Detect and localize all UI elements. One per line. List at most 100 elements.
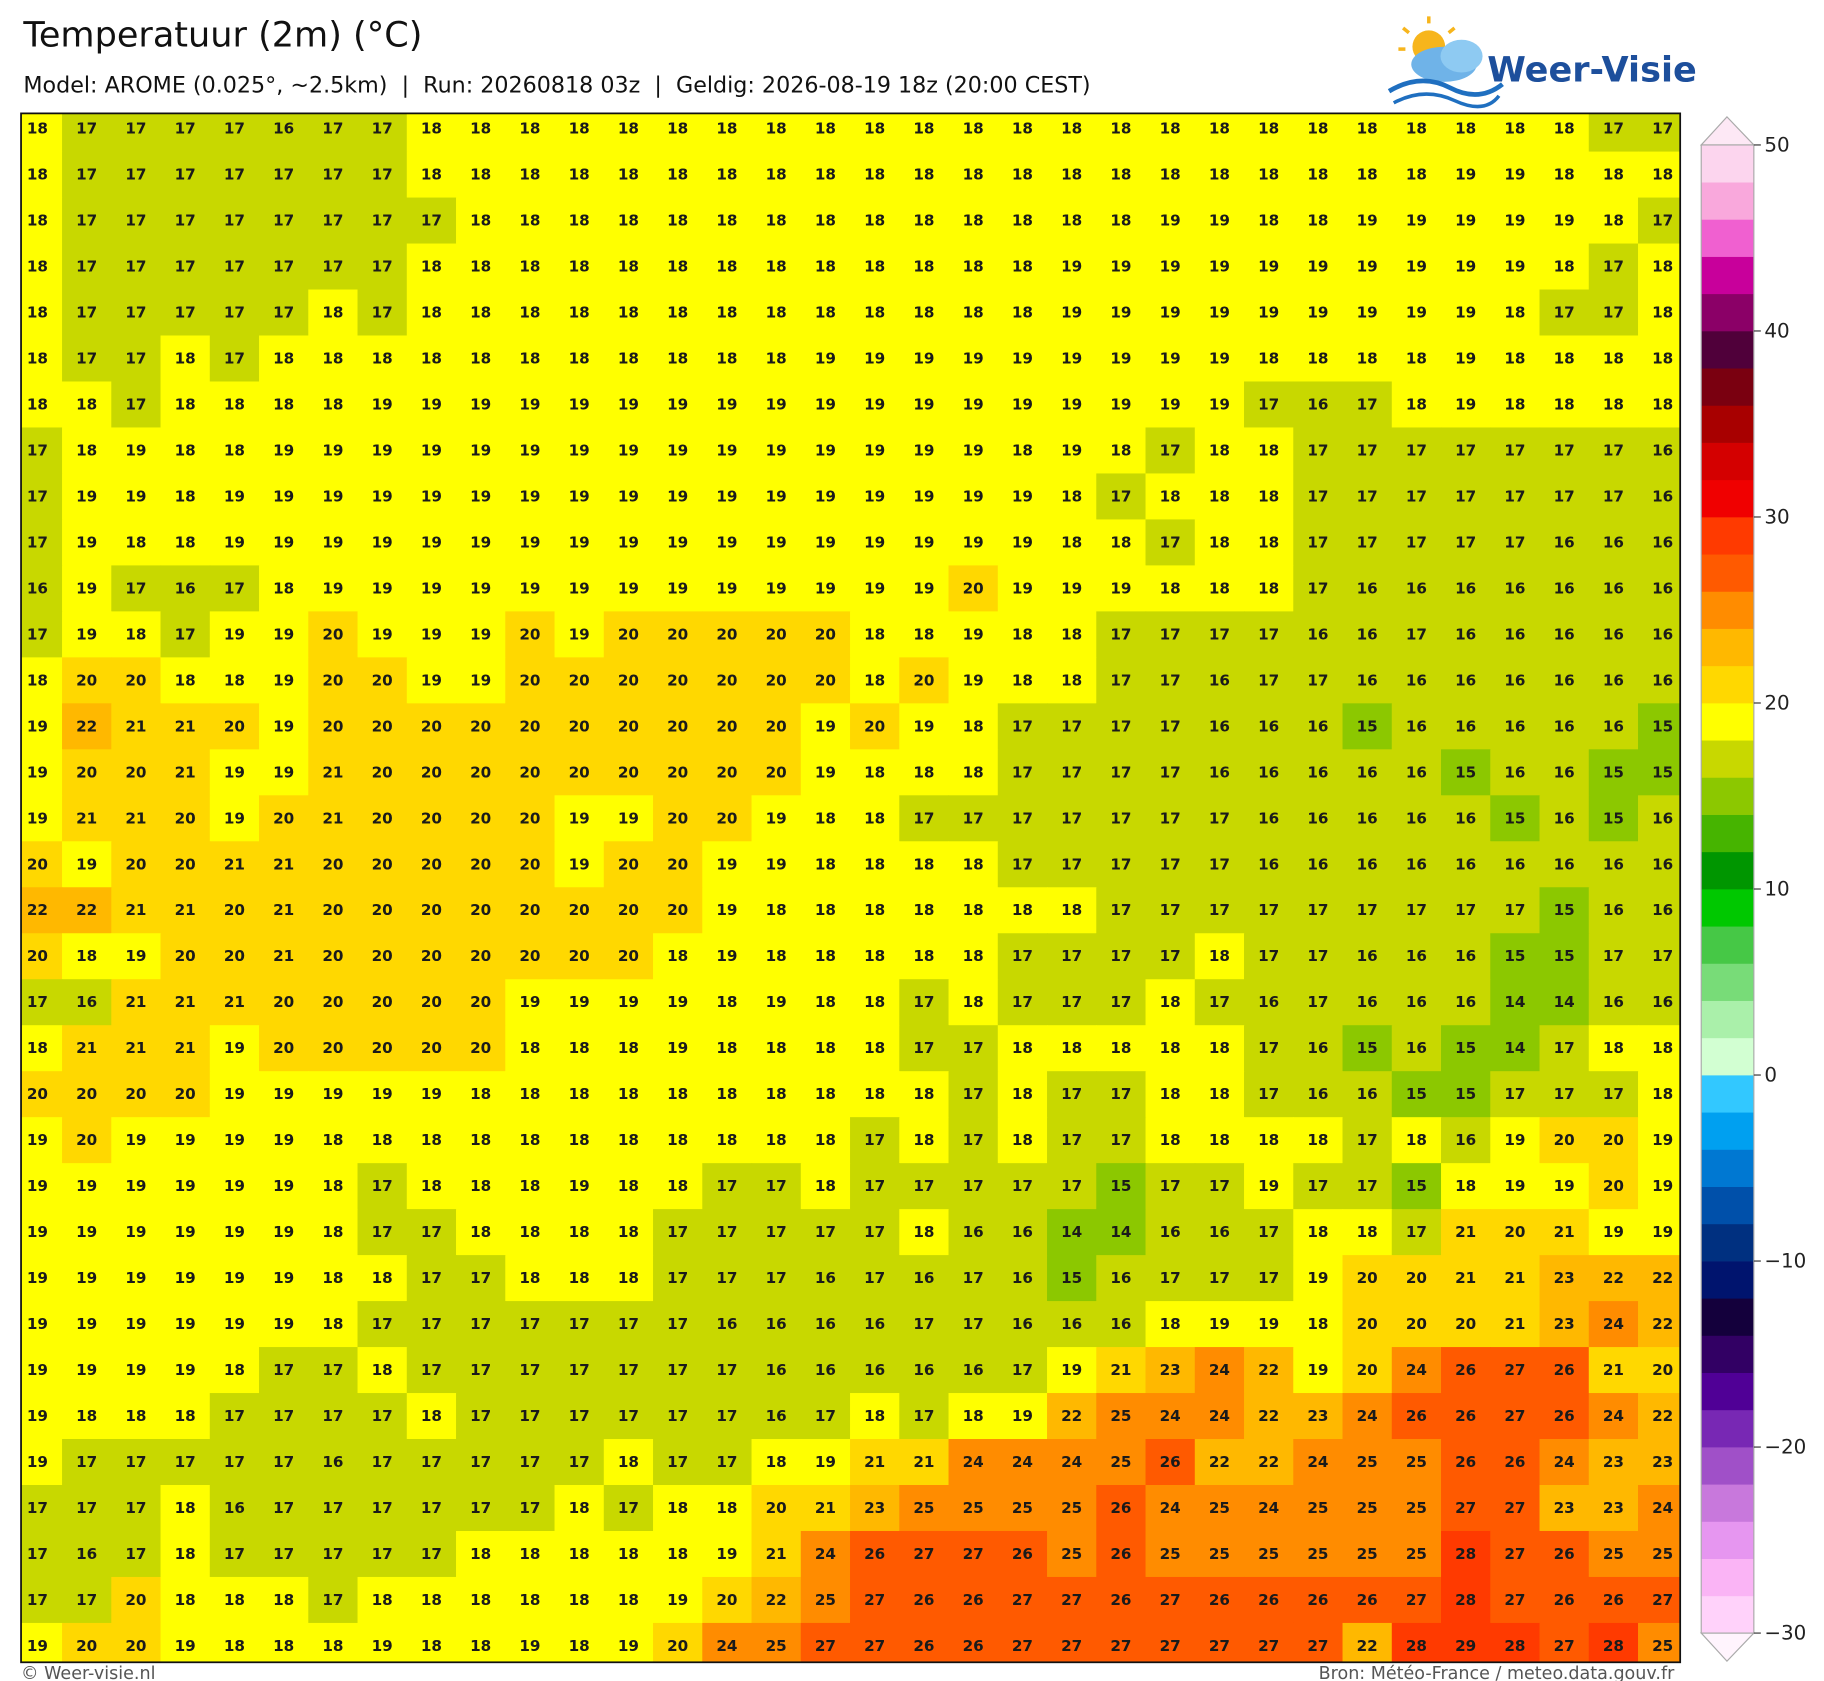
temperature-cell: [554, 473, 605, 521]
temperature-cell: [1588, 1576, 1639, 1624]
temperature-cell: [1638, 1255, 1681, 1302]
temperature-label: 17: [963, 1177, 984, 1195]
temperature-cell: [357, 519, 408, 566]
temperature-label: 17: [1504, 487, 1525, 505]
temperature-label: 20: [322, 947, 343, 965]
temperature-label: 16: [1455, 717, 1476, 735]
temperature-label: 18: [1012, 304, 1033, 322]
temperature-cell: [160, 1025, 211, 1072]
temperature-label: 18: [618, 120, 639, 138]
temperature-cell: [1244, 841, 1294, 888]
temperature-cell: [1145, 1209, 1196, 1256]
temperature-label: 19: [569, 395, 590, 413]
temperature-cell: [603, 1485, 654, 1532]
temperature-label: 16: [766, 1407, 787, 1425]
temperature-cell: [160, 703, 211, 750]
temperature-cell: [850, 611, 900, 658]
temperature-label: 19: [125, 947, 146, 965]
temperature-label: 18: [913, 763, 934, 781]
temperature-label: 17: [1110, 625, 1131, 643]
temperature-cell: [554, 1209, 605, 1256]
temperature-label: 26: [1554, 1545, 1575, 1563]
temperature-cell: [209, 749, 260, 796]
temperature-label: 17: [125, 258, 146, 276]
temperature-cell: [899, 1393, 950, 1440]
temperature-cell: [308, 1347, 359, 1394]
temperature-cell: [21, 427, 63, 475]
temperature-cell: [1244, 243, 1294, 291]
temperature-cell: [554, 1485, 605, 1532]
temperature-label: 18: [864, 763, 885, 781]
temperature-cell: [259, 657, 309, 704]
temperature-label: 18: [224, 441, 245, 459]
temperature-cell: [702, 933, 753, 980]
temperature-label: 18: [1504, 395, 1525, 413]
temperature-label: 19: [618, 441, 639, 459]
temperature-cell: [1391, 1301, 1442, 1348]
temperature-label: 19: [125, 1361, 146, 1379]
temperature-label: 17: [470, 1269, 491, 1287]
temperature-cell: [1047, 611, 1097, 658]
temperature-cell: [111, 1301, 162, 1348]
temperature-cell: [62, 1347, 112, 1394]
temperature-cell: [702, 1163, 753, 1210]
temperature-cell: [160, 1530, 211, 1578]
temperature-cell: [505, 335, 556, 383]
temperature-label: 19: [27, 763, 48, 781]
temperature-label: 20: [372, 1039, 393, 1057]
temperature-label: 20: [76, 1637, 97, 1655]
temperature-label: 19: [1258, 1315, 1279, 1333]
colorbar-tick-label: 30: [1764, 505, 1789, 528]
temperature-label: 17: [1110, 671, 1131, 689]
temperature-cell: [1490, 289, 1541, 337]
temperature-cell: [1194, 1485, 1245, 1532]
temperature-cell: [160, 1347, 211, 1394]
temperature-cell: [160, 381, 211, 429]
temperature-label: 18: [372, 1131, 393, 1149]
temperature-cell: [702, 1301, 753, 1348]
temperature-label: 17: [1406, 1223, 1427, 1241]
temperature-label: 17: [27, 993, 48, 1011]
temperature-cell: [1588, 795, 1639, 842]
temperature-label: 18: [1160, 166, 1181, 184]
temperature-cell: [209, 933, 260, 980]
temperature-cell: [62, 473, 112, 521]
temperature-label: 17: [1307, 671, 1328, 689]
temperature-label: 16: [1406, 717, 1427, 735]
temperature-label: 18: [1160, 487, 1181, 505]
temperature-label: 20: [470, 947, 491, 965]
temperature-label: 18: [1110, 212, 1131, 230]
temperature-cell: [800, 841, 851, 888]
temperature-cell: [1391, 151, 1442, 199]
temperature-label: 16: [1603, 993, 1624, 1011]
temperature-cell: [1096, 841, 1147, 888]
temperature-label: 20: [421, 947, 442, 965]
temperature-label: 26: [1160, 1453, 1181, 1471]
temperature-cell: [1342, 1347, 1393, 1394]
temperature-label: 17: [667, 1315, 688, 1333]
temperature-cell: [1047, 427, 1097, 475]
temperature-label: 19: [76, 487, 97, 505]
temperature-cell: [505, 1255, 556, 1302]
temperature-label: 18: [273, 1591, 294, 1609]
temperature-cell: [899, 1485, 950, 1532]
temperature-cell: [1096, 113, 1147, 153]
temperature-label: 17: [322, 1499, 343, 1517]
temperature-label: 19: [27, 1131, 48, 1149]
temperature-label: 17: [273, 304, 294, 322]
temperature-cell: [554, 197, 605, 245]
temperature-label: 20: [519, 625, 540, 643]
temperature-cell: [850, 1485, 900, 1532]
temperature-label: 16: [1652, 901, 1673, 919]
temperature-cell: [800, 1209, 851, 1256]
temperature-cell: [653, 841, 703, 888]
temperature-label: 17: [1110, 487, 1131, 505]
temperature-label: 18: [1652, 395, 1673, 413]
temperature-label: 19: [1012, 487, 1033, 505]
temperature-cell: [554, 1622, 605, 1663]
temperature-label: 16: [1012, 1269, 1033, 1287]
temperature-label: 18: [1110, 441, 1131, 459]
temperature-label: 19: [1357, 258, 1378, 276]
temperature-label: 18: [716, 166, 737, 184]
